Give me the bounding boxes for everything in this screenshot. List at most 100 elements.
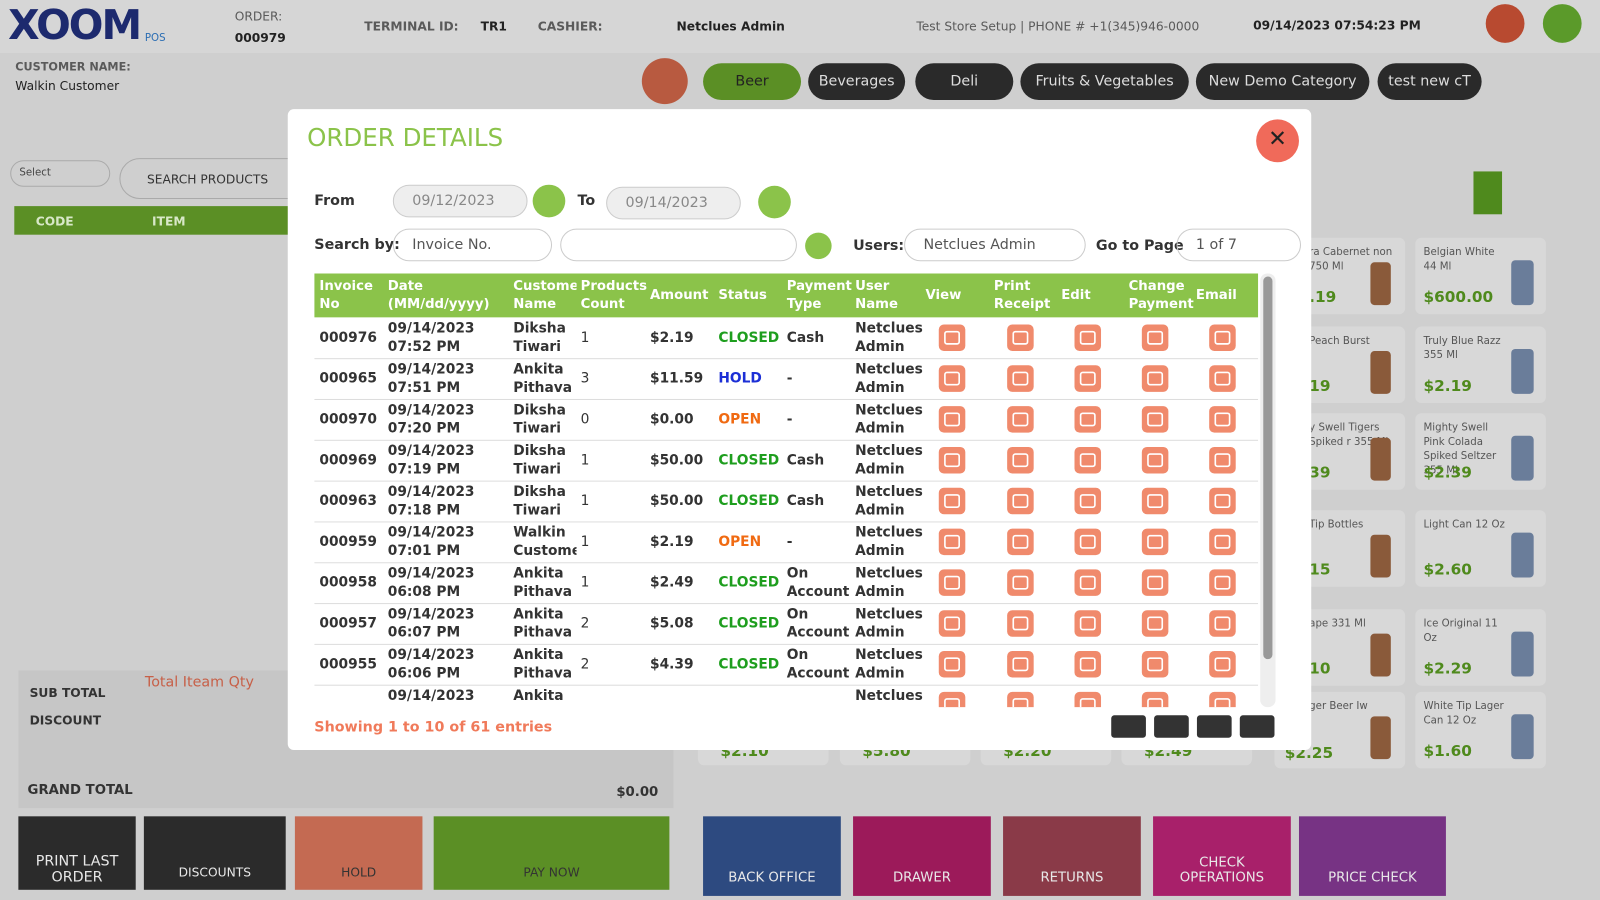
row-action-icon[interactable] [1007,446,1034,474]
category-pill[interactable]: Fruits & Vegetables [1020,63,1189,101]
category-pill[interactable]: Beverages [808,63,906,101]
cell-date: 09/14/2023 07:52 PM [387,320,475,356]
product-name: White Tip Lager Can 12 Oz [1423,701,1504,727]
search-input[interactable] [560,228,797,262]
row-action-icon[interactable] [1007,691,1034,708]
row-action-icon[interactable] [1209,691,1236,708]
row-action-icon[interactable] [1074,651,1102,678]
row-action-icon[interactable] [1074,569,1102,596]
search-button[interactable] [805,232,832,260]
row-action-icon[interactable] [1007,406,1034,433]
row-action-icon[interactable] [938,446,966,474]
row-action-icon[interactable] [938,324,966,352]
row-action-icon[interactable] [1007,528,1034,556]
row-action-icon[interactable] [938,528,966,556]
product-card[interactable]: Belgian White 44 Ml $600.00 [1415,237,1546,315]
row-action-icon[interactable] [1074,610,1102,637]
row-action-icon[interactable] [938,406,966,433]
select[interactable]: Select [10,160,111,187]
action-button[interactable]: CHECK OPERATIONS [1153,816,1291,896]
row-action-icon[interactable] [1074,487,1102,515]
row-action-icon[interactable] [1209,569,1236,596]
row-action-icon[interactable] [938,691,966,708]
row-action-icon[interactable] [1141,528,1169,556]
product-card[interactable]: Ice Original 11 Oz $2.29 [1415,609,1546,686]
row-action-icon[interactable] [1209,446,1236,474]
row-action-icon[interactable] [1007,651,1034,678]
row-action-icon[interactable] [1007,569,1034,596]
cashier: Netclues Admin [676,19,785,34]
row-action-icon[interactable] [1141,446,1169,474]
row-action-icon[interactable] [1074,324,1102,352]
row-action-icon[interactable] [1007,610,1034,637]
row-action-icon[interactable] [1209,651,1236,678]
first-page[interactable] [1111,715,1146,738]
to-label: To [577,192,596,210]
row-action-icon[interactable] [1007,324,1034,352]
action-button[interactable]: HOLD [294,816,423,890]
action-button[interactable]: PRICE CHECK [1298,816,1446,896]
prev-page[interactable] [1154,715,1189,738]
next-products[interactable] [1473,171,1503,215]
button-label: PRINT LAST ORDER [35,853,119,886]
page-select[interactable]: 1 of 7 [1176,228,1302,262]
row-action-icon[interactable] [1141,569,1169,596]
row-action-icon[interactable] [1074,406,1102,433]
row-action-icon[interactable] [938,569,966,596]
to-calendar[interactable] [758,185,791,219]
action-button[interactable]: PRINT LAST ORDER [18,816,136,890]
product-card[interactable]: Truly Blue Razz 355 Ml $2.19 [1415,326,1546,404]
category-pill[interactable]: Deli [915,63,1014,101]
row-action-icon[interactable] [1141,487,1169,515]
row-action-icon[interactable] [1074,446,1102,474]
from-date[interactable]: 09/12/2023 [392,184,528,218]
next-page[interactable] [1196,715,1232,738]
row-action-icon[interactable] [1209,324,1236,352]
row-action-icon[interactable] [1209,365,1236,392]
row-action-icon[interactable] [1209,487,1236,515]
category-pill[interactable]: test new cT [1377,63,1482,101]
scrollbar[interactable] [1260,273,1276,708]
row-action-icon[interactable] [1209,406,1236,433]
row-action-icon[interactable] [938,610,966,637]
product-card[interactable]: Mighty Swell Pink Colada Spiked Seltzer … [1415,413,1546,490]
action-button[interactable]: BACK OFFICE [703,816,841,896]
category-pill[interactable]: New Demo Category [1195,63,1370,101]
row-action-icon[interactable] [1141,691,1169,708]
from-calendar[interactable] [532,184,566,218]
product-image [1511,714,1534,760]
product-card[interactable]: Light Can 12 Oz $2.60 [1415,510,1546,587]
users-select[interactable]: Netclues Admin [904,228,1086,262]
minimize-button[interactable] [1485,4,1525,43]
action-button[interactable]: PAY NOW [433,816,670,890]
product-image [1370,716,1391,760]
logout-button[interactable] [1542,4,1582,43]
action-button[interactable]: RETURNS [1003,816,1141,896]
cashier-label: CASHIER: [537,19,603,34]
row-action-icon[interactable] [1141,651,1169,678]
row-action-icon[interactable] [1074,365,1102,392]
product-card[interactable]: White Tip Lager Can 12 Oz $1.60 [1415,691,1546,769]
category-pill[interactable]: Beer [703,63,802,101]
row-action-icon[interactable] [938,487,966,515]
row-action-icon[interactable] [1141,365,1169,392]
search-by-select[interactable]: Invoice No. [392,228,553,262]
row-action-icon[interactable] [1209,528,1236,556]
customer-button[interactable] [641,58,688,105]
row-action-icon[interactable] [938,651,966,678]
row-action-icon[interactable] [1141,610,1169,637]
to-date[interactable]: 09/14/2023 [606,186,741,220]
last-page[interactable] [1239,715,1275,738]
row-action-icon[interactable] [1074,528,1102,556]
row-action-icon[interactable] [1209,610,1236,637]
close-button[interactable]: ✕ [1256,119,1299,163]
row-action-icon[interactable] [938,365,966,392]
row-action-icon[interactable] [1007,487,1034,515]
cell-status: OPEN [718,411,762,428]
action-button[interactable]: DISCOUNTS [143,816,286,890]
row-action-icon[interactable] [1141,406,1169,433]
row-action-icon[interactable] [1074,691,1102,708]
action-button[interactable]: DRAWER [853,816,991,896]
row-action-icon[interactable] [1007,365,1034,392]
row-action-icon[interactable] [1141,324,1169,352]
